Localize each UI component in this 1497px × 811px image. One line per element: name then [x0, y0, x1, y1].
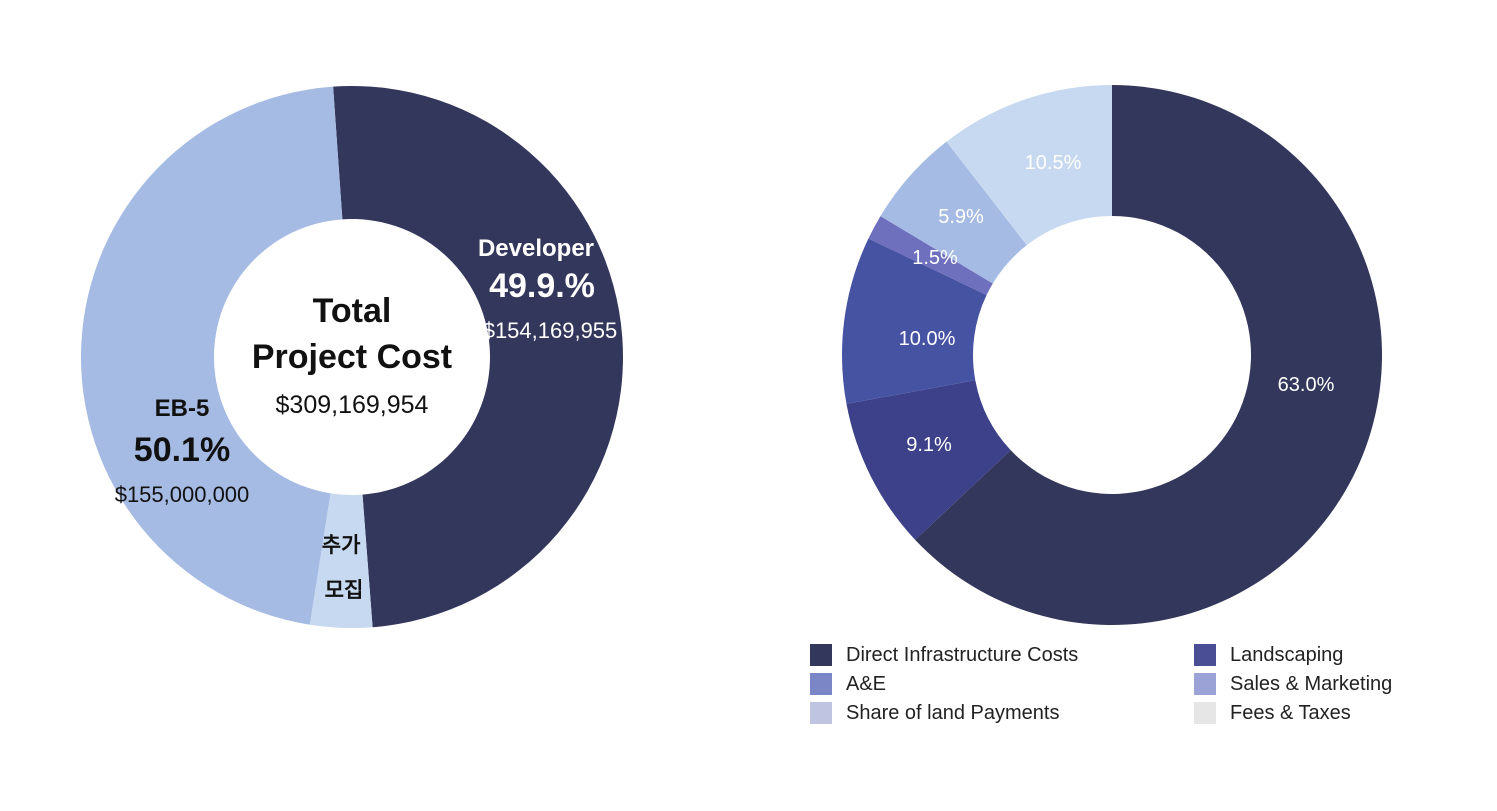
legend-label: A&E [846, 672, 887, 695]
cost-breakdown-slice-1 [846, 380, 1011, 540]
legend-item-direct-infrastructure: Direct Infrastructure Costs [810, 643, 1078, 667]
legend-swatch [1194, 702, 1216, 724]
slice-label-sales-marketing: 1.5% [912, 247, 958, 269]
total-project-cost-donut [80, 86, 623, 628]
cost-breakdown-slice-4 [880, 141, 1027, 284]
total-project-cost-labels: Total Project Cost $309,169,954 Develope… [115, 235, 618, 602]
cost-breakdown-labels: 63.0% 9.1% 10.0% 1.5% 5.9% 10.5% [899, 152, 1335, 456]
cost-breakdown-donut [842, 85, 1382, 625]
cost-breakdown-legend: Direct Infrastructure Costs Landscaping … [808, 641, 1448, 731]
legend-item-ae: A&E [810, 672, 886, 696]
legend-label: Fees & Taxes [1230, 701, 1351, 724]
developer-slice-amount: $154,169,955 [483, 318, 618, 343]
legend-label: Sales & Marketing [1230, 672, 1393, 695]
legend-label: Landscaping [1230, 643, 1344, 666]
eb5-slice-amount: $155,000,000 [115, 482, 250, 507]
cost-breakdown-slice-5 [946, 85, 1112, 246]
slice-label-share-land-payments: 5.9% [938, 206, 984, 228]
center-total-value: $309,169,954 [276, 391, 429, 419]
total-cost-slice-2 [80, 86, 343, 625]
legend-item-fees-taxes: Fees & Taxes [1194, 701, 1351, 725]
legend-item-sales-marketing: Sales & Marketing [1194, 672, 1392, 696]
eb5-slice-name: EB-5 [155, 395, 210, 422]
slice-label-direct-infrastructure: 63.0% [1278, 374, 1335, 396]
developer-slice-name: Developer [478, 235, 594, 262]
legend-label: Direct Infrastructure Costs [846, 643, 1079, 666]
eb5-slice-percent: 50.1% [134, 431, 230, 469]
total-cost-slice-1 [309, 493, 373, 628]
legend-label: Share of land Payments [846, 701, 1060, 724]
slice-label-fees-taxes: 10.5% [1025, 152, 1082, 174]
center-title-line-1: Total [313, 292, 392, 330]
legend-swatch [810, 702, 832, 724]
total-cost-slice-0 [333, 86, 623, 628]
slice-label-landscaping: 9.1% [906, 434, 952, 456]
legend-swatch [1194, 673, 1216, 695]
legend-swatch [810, 644, 832, 666]
cost-breakdown-slice-0 [915, 85, 1382, 625]
center-title-line-2: Project Cost [252, 338, 452, 376]
legend-item-share-land-payments: Share of land Payments [810, 701, 1059, 725]
slice-label-ae: 10.0% [899, 328, 956, 350]
legend-item-landscaping: Landscaping [1194, 643, 1343, 667]
developer-slice-percent: 49.9.% [489, 267, 595, 305]
legend-swatch [1194, 644, 1216, 666]
additional-recruit-label: 추가 모집 [322, 534, 366, 602]
legend-swatch [810, 673, 832, 695]
cost-breakdown-slice-3 [868, 216, 993, 296]
cost-breakdown-slice-2 [842, 238, 987, 404]
